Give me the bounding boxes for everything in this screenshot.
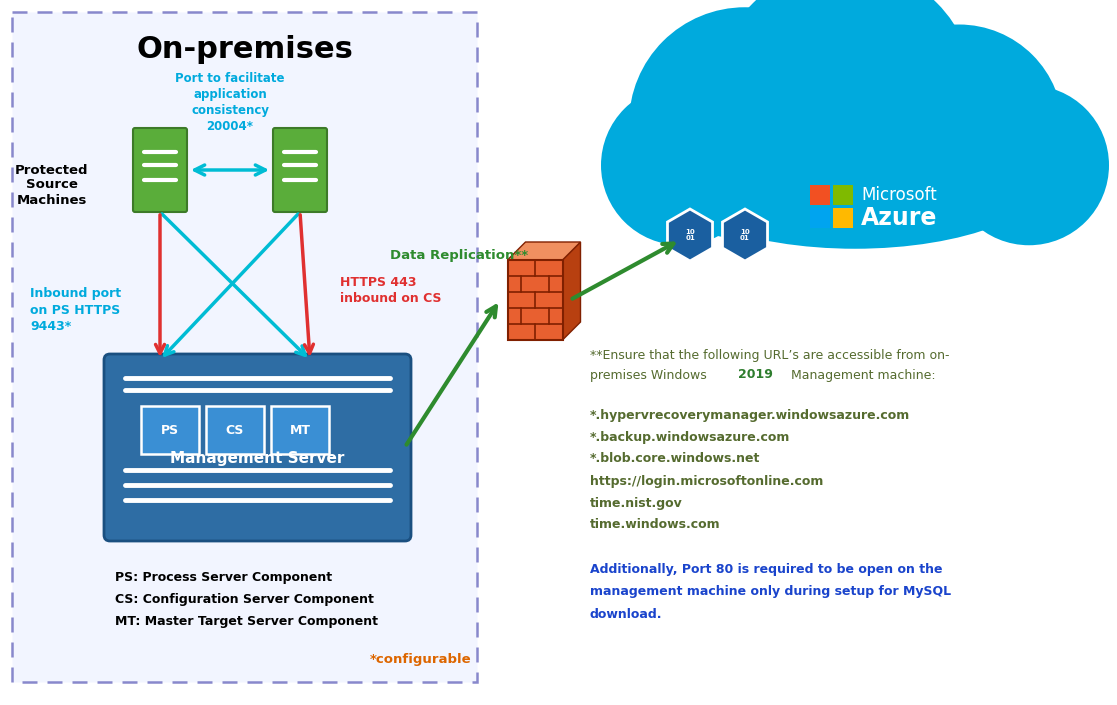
FancyBboxPatch shape (206, 406, 264, 454)
Text: time.nist.gov: time.nist.gov (590, 496, 682, 510)
Ellipse shape (601, 85, 761, 245)
Text: Protected
Source
Machines: Protected Source Machines (16, 164, 88, 207)
Text: *.hypervrecoverymanager.windowsazure.com: *.hypervrecoverymanager.windowsazure.com (590, 408, 910, 422)
FancyBboxPatch shape (104, 354, 411, 541)
Text: 10
01: 10 01 (741, 228, 750, 242)
Polygon shape (507, 242, 581, 260)
Text: PS: PS (161, 424, 179, 436)
Polygon shape (563, 242, 581, 340)
Ellipse shape (949, 85, 1109, 245)
Ellipse shape (629, 7, 861, 239)
Text: download.: download. (590, 608, 662, 620)
Ellipse shape (655, 91, 1054, 249)
Text: HTTPS 443
inbound on CS: HTTPS 443 inbound on CS (340, 276, 441, 305)
Text: 2019: 2019 (738, 369, 773, 381)
Text: CS: CS (226, 424, 245, 436)
Text: management machine only during setup for MySQL: management machine only during setup for… (590, 585, 951, 599)
Text: CS: Configuration Server Component: CS: Configuration Server Component (115, 594, 374, 606)
Ellipse shape (715, 0, 975, 225)
Text: MT: MT (289, 424, 311, 436)
Polygon shape (668, 209, 713, 261)
Bar (810, 185, 830, 205)
Text: Storage blob: Storage blob (680, 270, 756, 283)
Text: premises Windows: premises Windows (590, 369, 715, 381)
Text: Management Server: Management Server (170, 450, 345, 465)
Text: https://login.microsoftonline.com: https://login.microsoftonline.com (590, 474, 823, 487)
Text: PS: Process Server Component: PS: Process Server Component (115, 572, 332, 584)
FancyBboxPatch shape (271, 406, 330, 454)
Bar (833, 185, 853, 205)
Text: *.blob.core.windows.net: *.blob.core.windows.net (590, 453, 761, 465)
Text: 10
01: 10 01 (685, 228, 695, 242)
Text: Additionally, Port 80 is required to be open on the: Additionally, Port 80 is required to be … (590, 563, 943, 577)
Text: Management machine:: Management machine: (775, 369, 936, 381)
Text: On-premises: On-premises (136, 35, 353, 64)
FancyBboxPatch shape (273, 128, 327, 212)
Text: MT: Master Target Server Component: MT: Master Target Server Component (115, 615, 378, 628)
Text: Data Replication**: Data Replication** (390, 248, 528, 262)
Text: Microsoft: Microsoft (861, 186, 937, 204)
Text: **Ensure that the following URL’s are accessible from on-: **Ensure that the following URL’s are ac… (590, 348, 949, 362)
Text: *configurable: *configurable (370, 654, 471, 666)
FancyBboxPatch shape (12, 12, 477, 682)
Bar (810, 208, 830, 228)
Bar (833, 208, 853, 228)
Polygon shape (723, 209, 767, 261)
Text: Inbound port
on PS HTTPS
9443*: Inbound port on PS HTTPS 9443* (30, 288, 121, 333)
FancyBboxPatch shape (141, 406, 199, 454)
Text: *.backup.windowsazure.com: *.backup.windowsazure.com (590, 431, 791, 443)
FancyBboxPatch shape (133, 128, 187, 212)
Ellipse shape (855, 25, 1063, 233)
Text: time.windows.com: time.windows.com (590, 518, 720, 532)
Text: Azure: Azure (861, 206, 937, 230)
Text: Port to facilitate
application
consistency
20004*: Port to facilitate application consisten… (175, 72, 285, 133)
FancyBboxPatch shape (507, 260, 563, 340)
